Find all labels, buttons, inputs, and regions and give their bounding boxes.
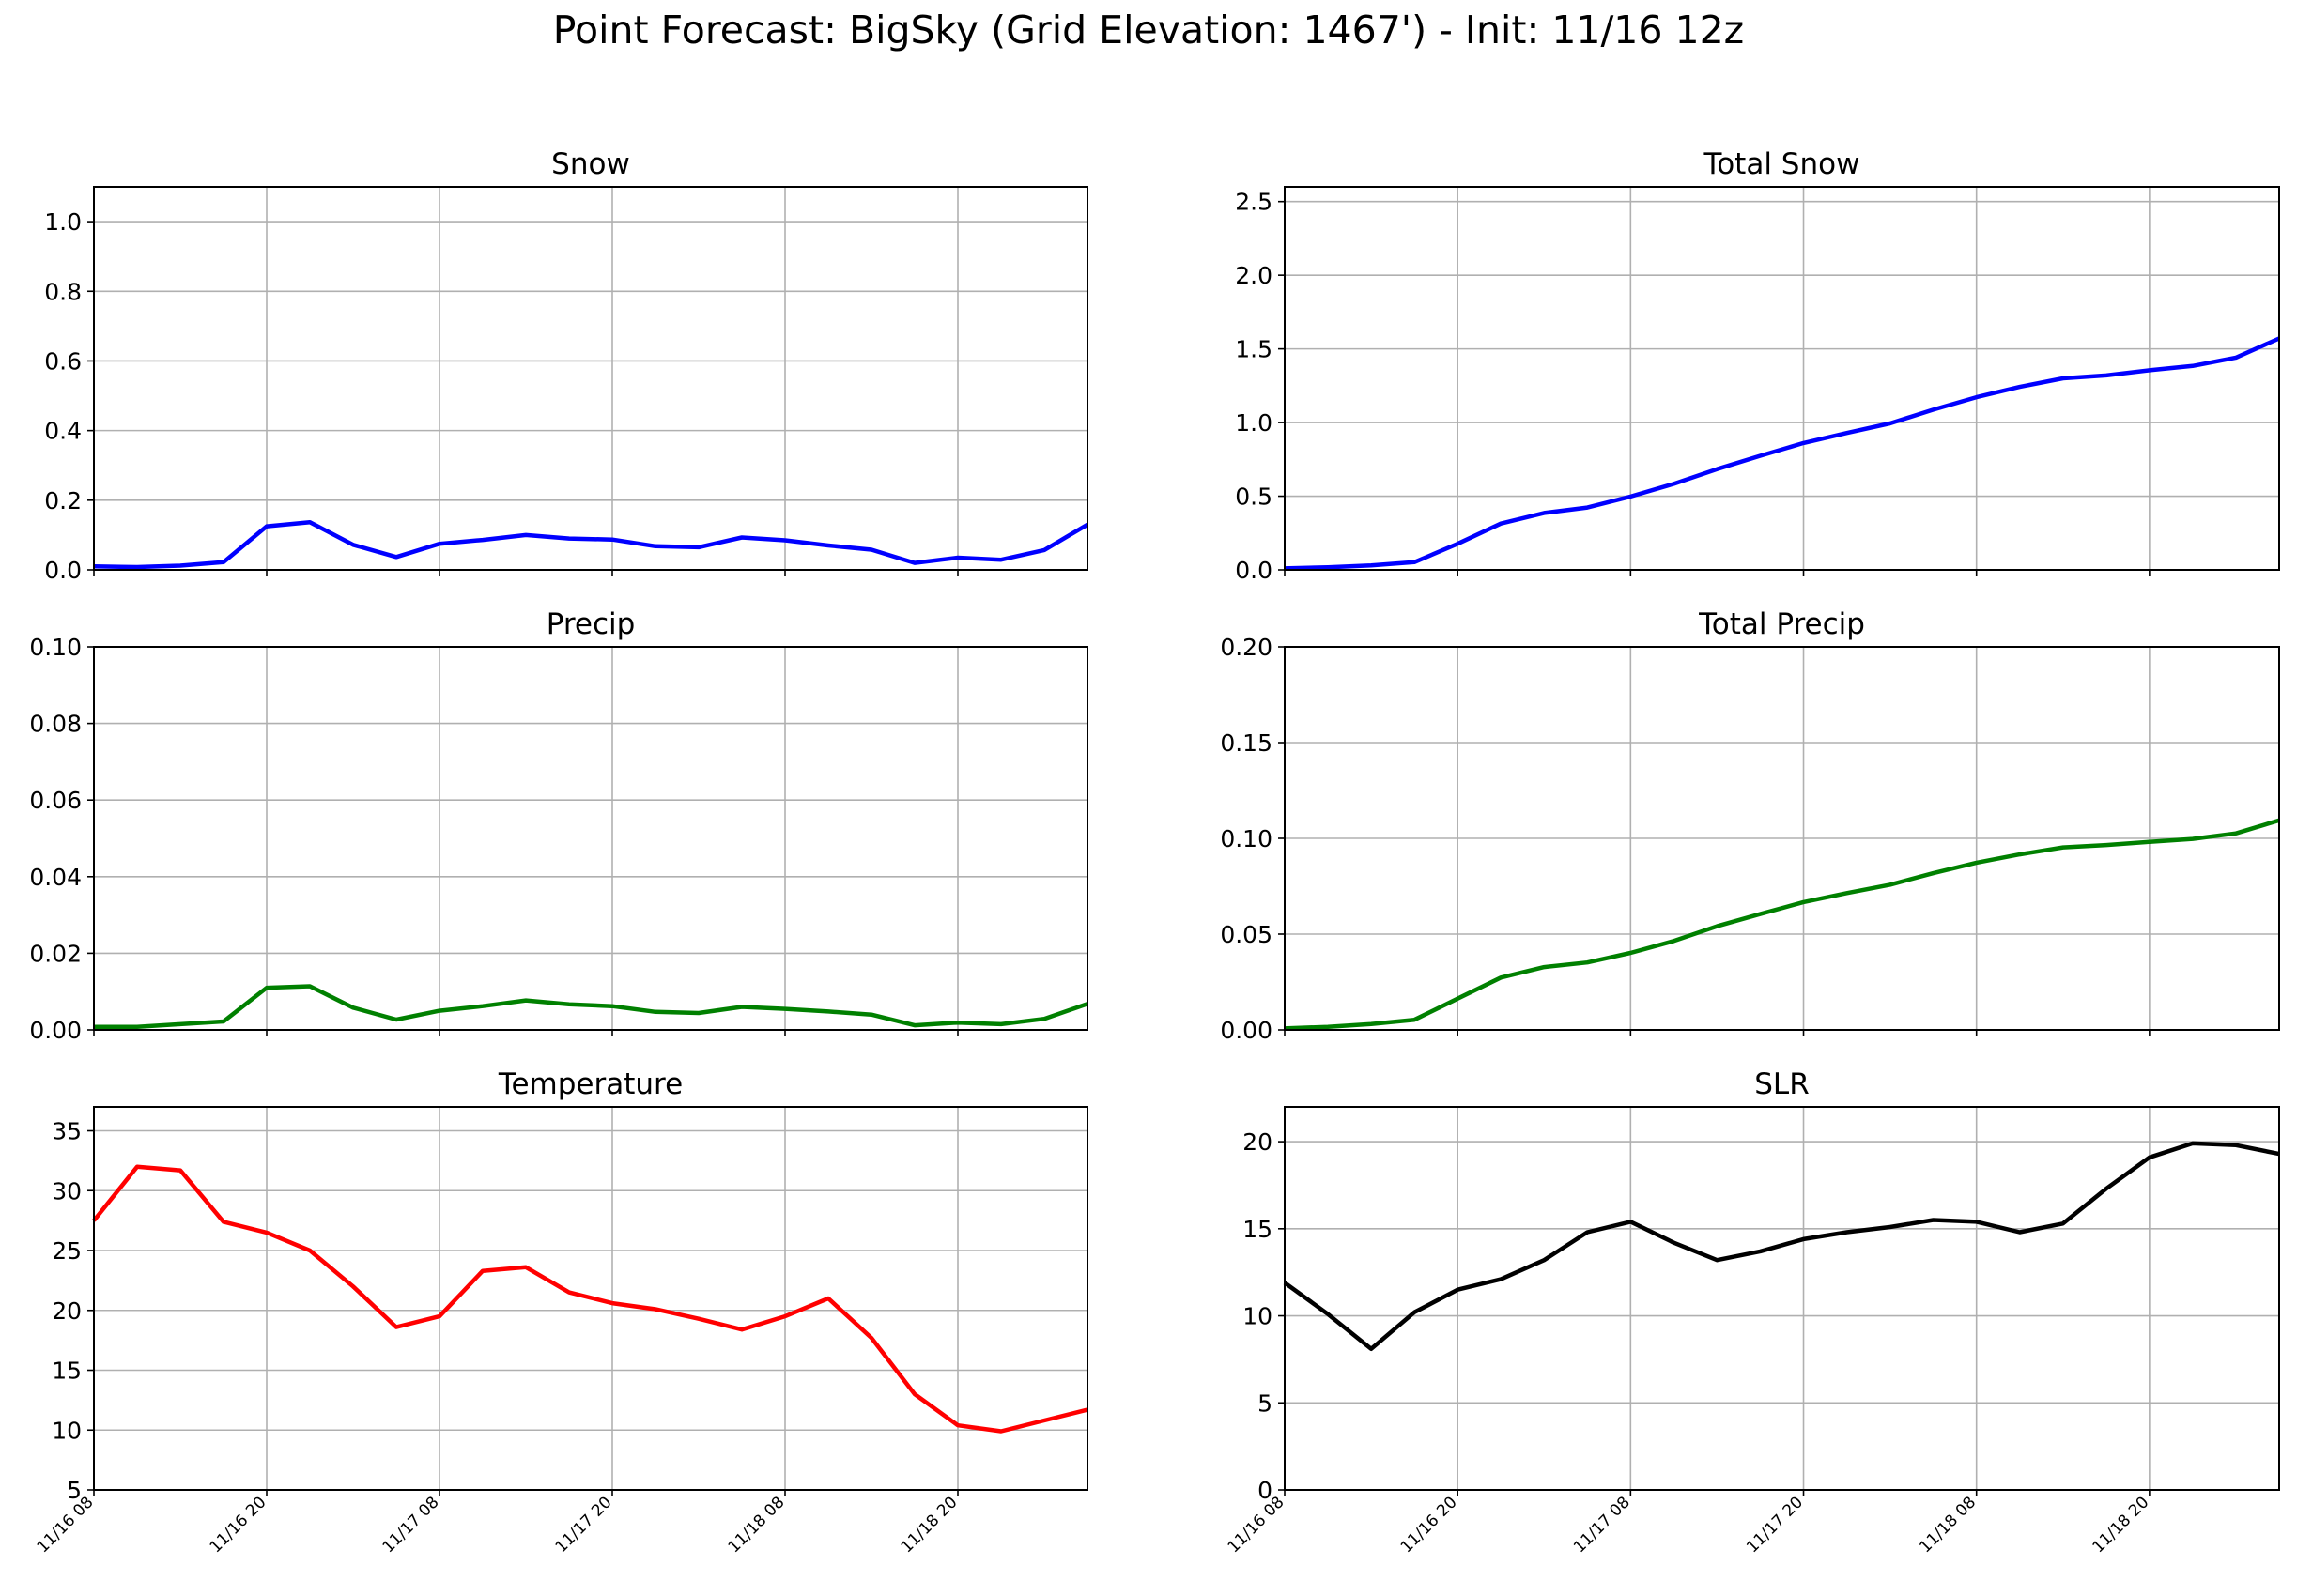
y-tick-label: 0.0 [1235, 557, 1272, 584]
y-tick-label: 0.0 [44, 557, 82, 584]
panel-snow: Snow 0.0 0.2 0.4 0.6 0.8 1.0 [44, 147, 1089, 584]
panel-title: Snow [551, 147, 630, 181]
x-tick-label: 11/17 08 [379, 1493, 443, 1557]
y-tick-label: 0.08 [29, 711, 82, 738]
y-tick-label: 15 [1242, 1216, 1272, 1243]
axes-frame [93, 646, 1088, 1031]
x-tick-label: 11/16 08 [1225, 1493, 1288, 1557]
figure-title: Point Forecast: BigSky (Grid Elevation: … [552, 8, 1745, 53]
y-tick-label: 0 [1257, 1477, 1272, 1504]
y-tick-label: 0.00 [1220, 1017, 1272, 1044]
series-line [92, 1164, 1088, 1434]
x-tick-label: 11/17 08 [1570, 1493, 1634, 1557]
x-tick-label: 11/18 08 [725, 1493, 789, 1557]
y-tick-label: 1.5 [1235, 336, 1272, 363]
x-tick-label: 11/16 08 [34, 1493, 98, 1557]
panel-total-snow: Total Snow 0.0 0.5 1.0 1.5 2.0 2.5 [1235, 147, 2280, 584]
y-tick-label: 1.0 [44, 208, 82, 236]
y-tick-label: 0.15 [1220, 729, 1272, 757]
y-tick-label: 1.0 [1235, 409, 1272, 437]
y-tick-label: 0.04 [29, 864, 82, 891]
panel-total-precip: Total Precip 0.00 0.05 0.10 0.15 0.20 [1220, 607, 2280, 1044]
x-tick-label: 11/16 20 [207, 1493, 270, 1557]
y-tick-label: 30 [52, 1177, 82, 1205]
series-line [1283, 1141, 2280, 1352]
panel-title: Precip [547, 607, 636, 641]
x-tick-label: 11/18 20 [898, 1493, 962, 1557]
y-tick-label: 0.00 [29, 1017, 82, 1044]
y-tick-label: 20 [1242, 1128, 1272, 1156]
y-tick-label: 0.5 [1235, 483, 1272, 511]
y-tick-label: 2.0 [1235, 262, 1272, 289]
axes-frame [1284, 1106, 2280, 1491]
y-tick-label: 0.6 [44, 347, 82, 375]
series-line [94, 984, 1088, 1029]
y-tick-label: 0.10 [29, 634, 82, 661]
x-tick-label: 11/17 20 [552, 1493, 616, 1557]
y-tick-label: 0.06 [29, 787, 82, 814]
panel-title: Total Precip [1698, 607, 1865, 641]
panel-title: Total Snow [1703, 147, 1860, 181]
y-tick-label: 35 [52, 1118, 82, 1145]
y-tick-label: 5 [67, 1477, 82, 1504]
series-line [1284, 818, 2280, 1031]
y-tick-label: 5 [1257, 1389, 1272, 1417]
x-tick-label: 11/18 20 [2089, 1493, 2153, 1557]
y-tick-label: 20 [52, 1297, 82, 1325]
panel-title: Temperature [498, 1067, 683, 1101]
y-tick-label: 10 [52, 1417, 82, 1444]
series-line [93, 519, 1089, 570]
y-tick-label: 15 [52, 1358, 82, 1385]
y-tick-label: 0.02 [29, 940, 82, 967]
panel-title: SLR [1754, 1067, 1810, 1101]
axes-frame [93, 186, 1088, 571]
x-tick-label: 11/17 20 [1743, 1493, 1807, 1557]
y-tick-label: 0.4 [44, 418, 82, 445]
y-tick-label: 0.10 [1220, 825, 1272, 852]
series-line [1284, 336, 2280, 571]
y-tick-label: 0.2 [44, 487, 82, 514]
y-tick-label: 0.20 [1220, 634, 1272, 661]
y-tick-label: 2.5 [1235, 189, 1272, 216]
y-tick-label: 0.8 [44, 278, 82, 305]
y-tick-label: 10 [1242, 1303, 1272, 1330]
axes-frame [1284, 186, 2280, 571]
y-tick-label: 0.05 [1220, 921, 1272, 948]
panel-temperature: Temperature 11/16 08 11/16 20 11/17 08 11/17… [34, 1067, 1088, 1557]
x-tick-label: 11/18 08 [1916, 1493, 1980, 1557]
y-tick-label: 25 [52, 1237, 82, 1265]
panel-precip: Precip 0.00 0.02 0.04 0.06 0.08 0.10 [29, 607, 1088, 1044]
panel-slr: SLR 11/16 08 11/16 20 11/17 08 11/17 20 11/18… [1225, 1067, 2280, 1557]
axes-frame [1284, 646, 2280, 1031]
axes-frame [93, 1106, 1088, 1491]
x-tick-label: 11/16 20 [1397, 1493, 1461, 1557]
